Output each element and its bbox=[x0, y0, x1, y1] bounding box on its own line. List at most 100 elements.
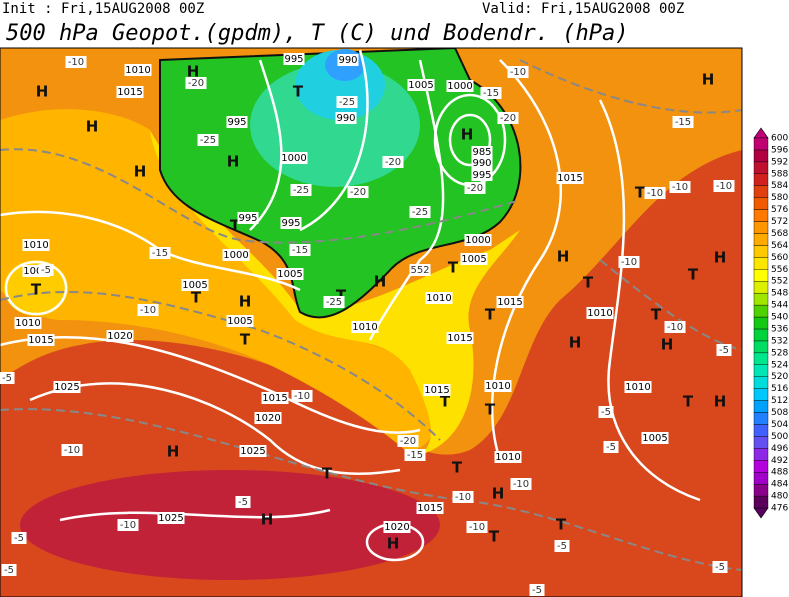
temperature-label-box bbox=[672, 116, 694, 128]
colorbar-label: 496 bbox=[771, 444, 788, 454]
isobar-label-box bbox=[261, 392, 289, 404]
isobar-label-box bbox=[181, 279, 209, 291]
temperature-label: -15 bbox=[292, 245, 308, 256]
colorbar-cell bbox=[753, 495, 769, 509]
colorbar-cell bbox=[753, 233, 769, 246]
colorbar-label: 480 bbox=[771, 492, 788, 502]
isobar-label: 1025 bbox=[240, 446, 265, 457]
colorbar-label: 564 bbox=[771, 241, 788, 251]
temperature-label: -20 bbox=[350, 187, 366, 198]
isobar-label: 1010 bbox=[23, 240, 48, 251]
isobar-label-box bbox=[226, 315, 254, 327]
colorbar-top-arrow bbox=[753, 127, 769, 139]
temperature-label-box bbox=[603, 441, 619, 453]
isobar-label-box bbox=[496, 296, 524, 308]
colorbar-cell bbox=[753, 448, 769, 461]
pressure-center: T bbox=[448, 259, 459, 277]
temperature-label: -10 bbox=[513, 479, 529, 490]
temperature-label-box bbox=[137, 304, 159, 316]
temperature-label-box bbox=[507, 66, 529, 78]
temperature-label: -20 bbox=[385, 157, 401, 168]
temperature-label: -10 bbox=[716, 181, 732, 192]
colorbar-bottom-arrow bbox=[753, 507, 769, 519]
isobar-label-box bbox=[280, 217, 302, 229]
temperature-label: -10 bbox=[647, 188, 663, 199]
isobar-label-box bbox=[335, 112, 357, 124]
isobar-label-box bbox=[446, 80, 474, 92]
temperature-label-box bbox=[497, 112, 519, 124]
pressure-center: T bbox=[651, 306, 662, 324]
colorbar-label: 528 bbox=[771, 348, 788, 358]
isobar-label: 1025 bbox=[158, 513, 183, 524]
colorbar-label: 516 bbox=[771, 384, 788, 394]
isobar-label: 1015 bbox=[417, 503, 442, 514]
colorbar-cell bbox=[753, 221, 769, 234]
pressure-center: T bbox=[688, 266, 699, 284]
temperature-label: -5 bbox=[14, 533, 24, 544]
isobar-label-box bbox=[239, 445, 267, 457]
colorbar-cell bbox=[753, 257, 769, 270]
colorbar-cell bbox=[753, 185, 769, 198]
pressure-center: T bbox=[485, 306, 496, 324]
pressure-center: H bbox=[227, 153, 240, 171]
isobar-label-box bbox=[237, 212, 259, 224]
isobar-label: 1015 bbox=[28, 335, 53, 346]
colorbar-cell bbox=[753, 388, 769, 401]
colorbar-cell bbox=[753, 197, 769, 210]
pressure-center: T bbox=[336, 287, 347, 305]
colorbar-cell bbox=[753, 304, 769, 318]
temperature-label: -15 bbox=[675, 117, 691, 128]
pressure-center: H bbox=[661, 336, 674, 354]
temperature-label: -5 bbox=[238, 497, 248, 508]
isobar-label-box bbox=[464, 234, 492, 246]
temperature-label-box bbox=[149, 247, 171, 259]
temperature-label: -10 bbox=[64, 445, 80, 456]
colorbar-label: 484 bbox=[771, 480, 788, 490]
colorbar-cell bbox=[753, 328, 769, 342]
isobar-label-box bbox=[276, 268, 304, 280]
temperature-label: -5 bbox=[719, 345, 729, 356]
isobar-label-box bbox=[425, 292, 453, 304]
isobar-label-box bbox=[383, 521, 411, 533]
temperature-label: -10 bbox=[120, 520, 136, 531]
pressure-center: T bbox=[683, 393, 694, 411]
temperature-label-box bbox=[598, 406, 614, 418]
colorbar-cell bbox=[753, 316, 769, 330]
isobar-label: 1015 bbox=[557, 173, 582, 184]
isobar-label-box bbox=[624, 381, 652, 393]
colorbar-label: 588 bbox=[771, 169, 788, 179]
pressure-center: T bbox=[322, 465, 333, 483]
pressure-center: T bbox=[489, 528, 500, 546]
isobar-label-box bbox=[471, 169, 493, 181]
pressure-center: H bbox=[387, 535, 400, 553]
isobar-label-box bbox=[53, 381, 81, 393]
temperature-label: -10 bbox=[68, 57, 84, 68]
isobar-label: 990 bbox=[336, 113, 355, 124]
colorbar-label: 560 bbox=[771, 253, 788, 263]
colorbar-label: 572 bbox=[771, 217, 788, 227]
colorbar-cell bbox=[753, 137, 769, 151]
pressure-center: T bbox=[31, 281, 42, 299]
pressure-center: T bbox=[556, 516, 567, 534]
colorbar-cell bbox=[753, 424, 769, 437]
temperature-label: -25 bbox=[339, 97, 355, 108]
isobar-label-box bbox=[254, 412, 282, 424]
map-title: 500 hPa Geopot.(gpdm), T (C) und Bodendr… bbox=[6, 21, 629, 46]
pressure-center: H bbox=[569, 334, 582, 352]
pressure-center: T bbox=[293, 83, 304, 101]
colorbar-cell bbox=[753, 460, 769, 473]
colorbar-label: 584 bbox=[771, 181, 788, 191]
isobar-label: 1005 bbox=[277, 269, 302, 280]
colorbar-label: 524 bbox=[771, 360, 788, 370]
temperature-label: -10 bbox=[469, 522, 485, 533]
temperature-label-box bbox=[452, 491, 474, 503]
isobar-label: 1015 bbox=[262, 393, 287, 404]
pressure-center: H bbox=[702, 71, 715, 89]
isobar-label: 1010 bbox=[495, 452, 520, 463]
isobar-label-box bbox=[222, 249, 250, 261]
pressure-center: H bbox=[187, 63, 200, 81]
colorbar-label: 504 bbox=[771, 420, 788, 430]
colorbar-cell bbox=[753, 292, 769, 306]
isobar-label: 1020 bbox=[107, 331, 132, 342]
colorbar-label: 476 bbox=[771, 504, 788, 514]
